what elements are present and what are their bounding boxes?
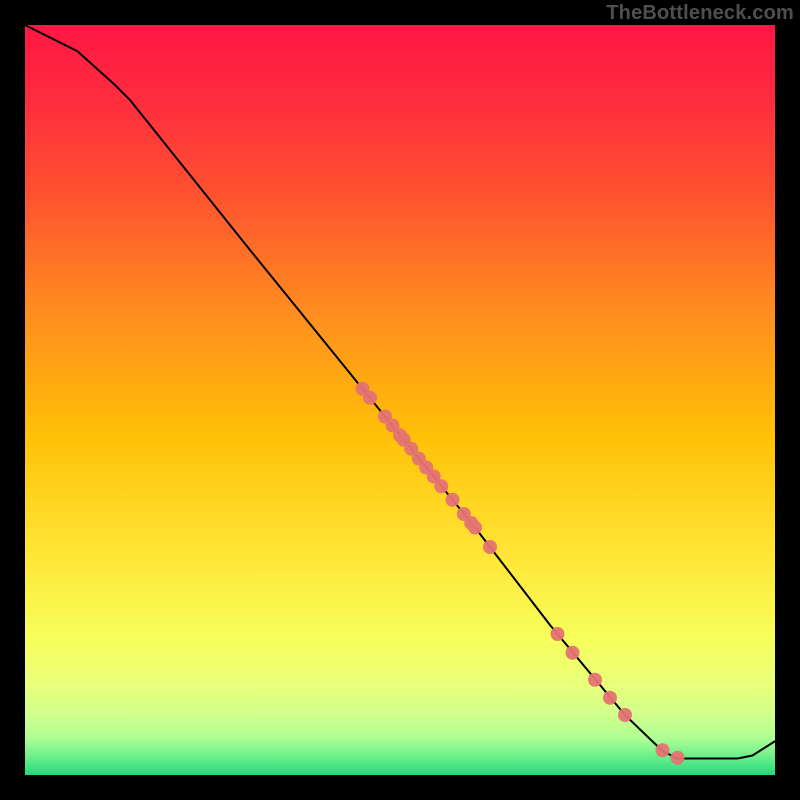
- scatter-point: [446, 493, 460, 507]
- scatter-point: [656, 743, 670, 757]
- scatter-point: [468, 521, 482, 535]
- scatter-point: [618, 708, 632, 722]
- scatter-point: [588, 673, 602, 687]
- plot-background-gradient: [25, 25, 775, 775]
- scatter-point: [434, 479, 448, 493]
- chart-svg: [0, 0, 800, 800]
- scatter-point: [363, 391, 377, 405]
- scatter-point: [566, 646, 580, 660]
- scatter-point: [603, 691, 617, 705]
- scatter-point: [671, 751, 685, 765]
- scatter-point: [551, 627, 565, 641]
- scatter-point: [483, 540, 497, 554]
- chart-stage: TheBottleneck.com: [0, 0, 800, 800]
